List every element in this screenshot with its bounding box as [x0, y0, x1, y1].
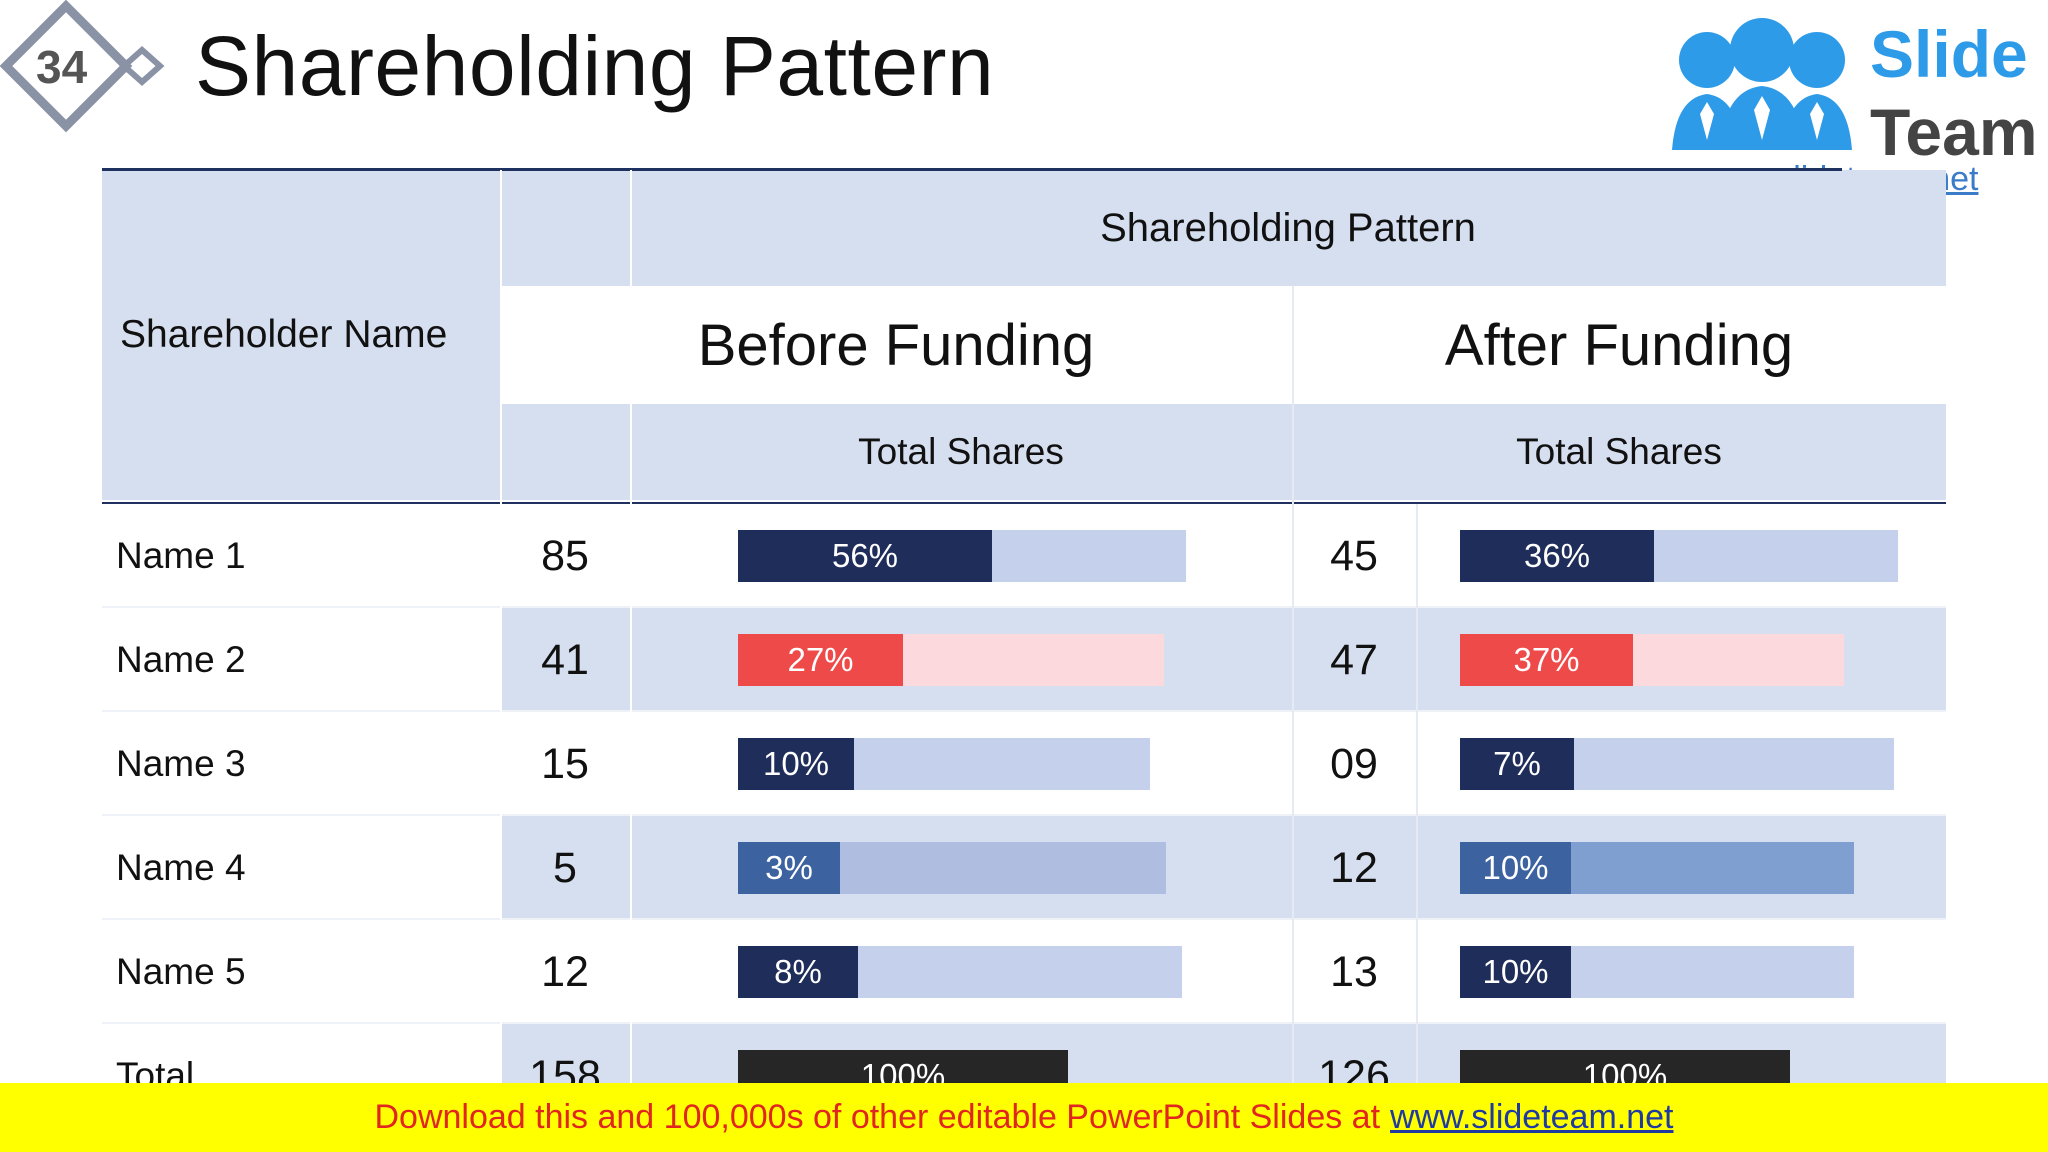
before-shares: 12 — [541, 947, 589, 996]
logo-text-team: Team — [1870, 95, 2038, 169]
table-row: Name 1 85 45 56% 36% — [102, 504, 1946, 608]
after-percent-bar: 10% — [1460, 842, 1854, 894]
shareholder-name: Name 4 — [116, 847, 246, 888]
table-row: Name 4 5 12 3% 10% — [102, 816, 1946, 920]
before-shares: 85 — [541, 531, 589, 580]
after-shares: 09 — [1330, 739, 1378, 788]
before-shares: 5 — [553, 843, 577, 892]
before-shares: 41 — [541, 635, 589, 684]
header-before-total-shares: Total Shares — [858, 431, 1064, 472]
banner-link[interactable]: www.slideteam.net — [1390, 1098, 1674, 1136]
header-after-funding: After Funding — [1444, 312, 1794, 378]
slide-number-badge: 34 — [0, 0, 170, 135]
after-percent-bar: 37% — [1460, 634, 1844, 686]
before-percent-label: 3% — [738, 842, 840, 894]
logo-text-slide: Slide — [1870, 17, 2028, 91]
after-shares: 12 — [1330, 843, 1378, 892]
shareholder-name: Name 3 — [116, 743, 246, 784]
slide-number: 34 — [36, 41, 88, 93]
slide-title: Shareholding Pattern — [195, 19, 995, 113]
header-after-total-shares: Total Shares — [1516, 431, 1722, 472]
banner-text: Download this and 100,000s of other edit… — [374, 1098, 1381, 1136]
before-percent-label: 8% — [738, 946, 858, 998]
before-shares: 15 — [541, 739, 589, 788]
after-percent-label: 37% — [1460, 634, 1633, 686]
shareholder-name: Name 1 — [116, 535, 246, 576]
before-percent-label: 10% — [738, 738, 854, 790]
table-row: Name 2 41 47 27% 37% — [102, 608, 1946, 712]
shareholder-name: Name 2 — [116, 639, 246, 680]
before-percent-bar: 56% — [738, 530, 1186, 582]
download-banner: Download this and 100,000s of other edit… — [0, 1083, 2048, 1152]
after-percent-label: 36% — [1460, 530, 1654, 582]
after-percent-label: 10% — [1460, 946, 1571, 998]
before-percent-bar: 3% — [738, 842, 1166, 894]
before-percent-bar: 27% — [738, 634, 1164, 686]
header-before-funding: Before Funding — [697, 312, 1095, 378]
after-percent-bar: 7% — [1460, 738, 1894, 790]
header-shareholder-name: Shareholder Name — [120, 313, 448, 356]
after-percent-label: 7% — [1460, 738, 1574, 790]
after-percent-label: 10% — [1460, 842, 1571, 894]
after-shares: 45 — [1330, 531, 1378, 580]
before-percent-label: 56% — [738, 530, 992, 582]
shareholder-name: Name 5 — [116, 951, 246, 992]
after-percent-bar: 36% — [1460, 530, 1898, 582]
people-logo-icon — [1672, 18, 1852, 150]
after-percent-bar: 10% — [1460, 946, 1854, 998]
table-row: Name 5 12 13 8% 10% — [102, 920, 1946, 1024]
header-shareholding-pattern: Shareholding Pattern — [1100, 205, 1476, 250]
before-percent-label: 27% — [738, 634, 903, 686]
after-shares: 13 — [1330, 947, 1378, 996]
before-percent-bar: 10% — [738, 738, 1150, 790]
before-percent-bar: 8% — [738, 946, 1182, 998]
table-row: Name 3 15 09 10% 7% — [102, 712, 1946, 816]
after-shares: 47 — [1330, 635, 1378, 684]
